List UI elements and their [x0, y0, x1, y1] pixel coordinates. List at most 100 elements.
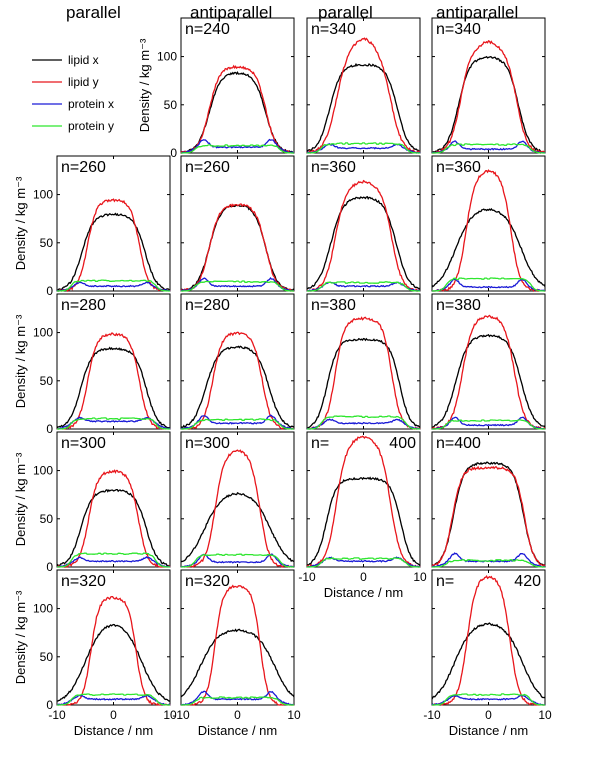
- series-protein-y: [181, 144, 294, 154]
- series-lipid-x: [431, 55, 546, 154]
- y-axis-label: Density / kg m⁻³: [137, 38, 152, 132]
- panel-label: n=360: [311, 159, 356, 176]
- series-protein-y: [432, 419, 545, 430]
- legend-label-2: protein x: [68, 97, 114, 111]
- panel-13: -10 0 10 Distance / nm n= 400: [298, 431, 427, 600]
- panel-frame: [180, 17, 295, 154]
- series-protein-y: [307, 281, 420, 292]
- series-protein-y: [181, 553, 294, 568]
- panel-10: n=380: [431, 293, 546, 430]
- panel-frame: [180, 155, 295, 292]
- series-protein-y: [57, 693, 170, 706]
- panel-label: n=300: [61, 435, 106, 452]
- panel-frame: [180, 431, 295, 568]
- y-tick-label: 0: [46, 422, 53, 436]
- panel-9: n=380: [306, 293, 421, 431]
- x-axis-label: Distance / nm: [449, 723, 528, 738]
- panel-frame: [306, 155, 421, 292]
- x-tick-label: 10: [287, 708, 301, 722]
- panel-3: 0 50 100 Density / kg m⁻³ n=260: [13, 155, 171, 298]
- x-tick-label: -10: [298, 570, 316, 584]
- y-axis-label: Density / kg m⁻³: [13, 590, 28, 684]
- series-protein-y: [181, 418, 294, 430]
- panel-17: -10 0 10 Distance / nm n= 420: [423, 569, 552, 738]
- series-protein-x: [306, 418, 420, 430]
- column-title-parallel-1: parallel: [66, 3, 121, 22]
- panel-label: n=320: [185, 573, 230, 590]
- legend-label-1: lipid y: [68, 75, 99, 89]
- series-lipid-y: [181, 584, 295, 706]
- panel-label: n=300: [185, 435, 230, 452]
- series-lipid-x: [180, 204, 295, 292]
- series-lipid-y: [432, 39, 546, 154]
- series-protein-x: [56, 694, 171, 706]
- y-tick-label: 50: [40, 512, 54, 526]
- series-lipid-x: [431, 207, 546, 288]
- series-protein-y: [432, 143, 545, 154]
- x-axis-label: Distance / nm: [324, 585, 403, 600]
- x-tick-label: 0: [485, 708, 492, 722]
- x-tick-label: -10: [48, 708, 66, 722]
- y-tick-label: 100: [33, 326, 53, 340]
- series-lipid-y: [180, 449, 294, 569]
- panel-frame: [431, 569, 546, 706]
- series-lipid-y: [307, 316, 421, 431]
- panel-label: n=240: [185, 21, 230, 38]
- x-tick-label: 0: [360, 570, 367, 584]
- series-lipid-y: [56, 469, 171, 569]
- column-title-parallel-2: parallel: [318, 3, 373, 22]
- x-tick-label: 10: [413, 570, 427, 584]
- series-lipid-y: [180, 331, 295, 431]
- series-lipid-y: [306, 435, 421, 568]
- panel-label: n=260: [61, 159, 106, 176]
- panel-5: n=360: [306, 155, 421, 293]
- panel-6: n=360: [431, 155, 546, 293]
- x-tick-label: 10: [163, 708, 177, 722]
- series-protein-x: [180, 138, 295, 154]
- series-lipid-y: [56, 595, 171, 707]
- panel-label: n=280: [185, 297, 230, 314]
- panel-label: n=380: [436, 297, 481, 314]
- panel-16: -10 0 10 Distance / nm n=320: [172, 569, 301, 738]
- series-protein-x: [56, 280, 171, 292]
- column-title-antiparallel-2: antiparallel: [436, 3, 519, 22]
- y-axis-label: Density / kg m⁻³: [13, 314, 28, 408]
- y-tick-label: 100: [157, 50, 177, 64]
- series-protein-y: [432, 277, 545, 292]
- y-tick-label: 100: [33, 464, 53, 478]
- series-lipid-x: [181, 70, 294, 154]
- y-axis-label: Density / kg m⁻³: [13, 176, 28, 270]
- panel-frame: [306, 293, 421, 430]
- panel-label: n=260: [185, 159, 230, 176]
- legend-label-0: lipid x: [68, 53, 99, 67]
- panel-frame: [431, 155, 546, 292]
- series-lipid-x: [180, 628, 295, 698]
- series-lipid-y: [56, 332, 171, 430]
- x-tick-label: -10: [172, 708, 190, 722]
- series-protein-x: [431, 694, 546, 706]
- y-tick-label: 50: [40, 236, 54, 250]
- panel-frame: [56, 431, 171, 568]
- series-lipid-x: [56, 212, 171, 292]
- y-tick-label: 50: [40, 650, 54, 664]
- y-tick-label: 100: [33, 602, 53, 616]
- series-lipid-x: [180, 345, 295, 429]
- x-axis-label: Distance / nm: [74, 723, 153, 738]
- series-lipid-x: [56, 488, 171, 568]
- series-protein-y: [307, 142, 420, 154]
- series-protein-y: [57, 417, 170, 430]
- legend-label-3: protein y: [68, 119, 114, 133]
- panel-label: n=400: [436, 435, 481, 452]
- x-tick-label: -10: [423, 708, 441, 722]
- series-lipid-y: [432, 574, 546, 706]
- series-protein-x: [432, 278, 545, 292]
- series-lipid-y: [180, 203, 295, 292]
- legend: lipid x lipid y protein x protein y: [32, 53, 114, 133]
- series-lipid-x: [306, 337, 421, 429]
- panel-frame: [56, 155, 171, 292]
- y-axis-label: Density / kg m⁻³: [13, 452, 28, 546]
- panel-label: n=340: [436, 21, 481, 38]
- series-protein-y: [57, 552, 170, 568]
- y-tick-label: 0: [46, 698, 53, 712]
